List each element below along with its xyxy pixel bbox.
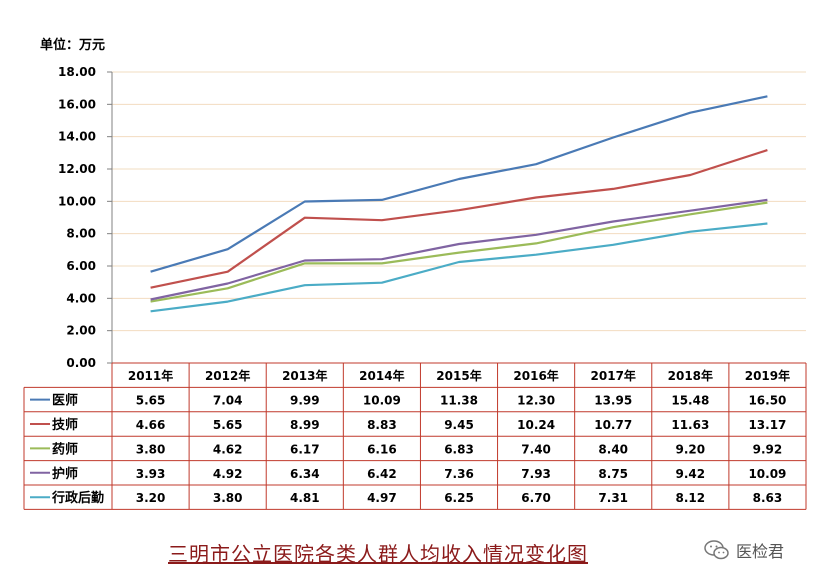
data-label: 6.42 — [367, 467, 397, 481]
data-label: 13.95 — [594, 394, 632, 408]
data-label: 10.09 — [363, 394, 401, 408]
y-tick-label: 14.00 — [58, 130, 96, 144]
x-category-label: 2019年 — [745, 368, 790, 383]
data-label: 4.62 — [213, 442, 243, 456]
unit-label: 单位：万元 — [40, 38, 106, 53]
data-label: 11.38 — [440, 394, 478, 408]
x-category-label: 2014年 — [359, 368, 404, 383]
y-tick-label: 2.00 — [66, 324, 96, 338]
data-label: 8.99 — [290, 418, 320, 432]
data-label: 3.93 — [136, 467, 166, 481]
data-label: 10.09 — [748, 467, 786, 481]
x-category-label: 2012年 — [205, 368, 250, 383]
series-line-0 — [150, 95, 768, 273]
y-tick-label: 8.00 — [66, 227, 96, 241]
data-label: 9.99 — [290, 394, 320, 408]
data-label: 15.48 — [671, 394, 709, 408]
data-label: 12.30 — [517, 394, 555, 408]
data-label: 16.50 — [748, 394, 786, 408]
data-label: 6.25 — [444, 491, 474, 505]
series-line-3 — [150, 198, 768, 301]
gridlines — [112, 71, 806, 332]
data-label: 4.66 — [136, 418, 166, 432]
data-label: 8.12 — [676, 491, 706, 505]
legend-label: 护师 — [52, 466, 78, 482]
x-category-label: 2011年 — [128, 368, 173, 383]
y-tick-label: 10.00 — [58, 194, 96, 208]
data-label: 4.81 — [290, 491, 320, 505]
data-label: 7.93 — [521, 467, 551, 481]
data-label: 9.45 — [444, 418, 474, 432]
data-label: 4.92 — [213, 467, 243, 481]
data-table: 2011年 2012年 2013年 2014年 2015年 2016年 2017年 2018年… — [23, 362, 807, 510]
data-label: 7.04 — [213, 394, 243, 408]
x-category-label: 2016年 — [513, 368, 558, 383]
data-label: 4.97 — [367, 491, 397, 505]
y-tick-label: 12.00 — [58, 162, 96, 176]
data-label: 3.20 — [136, 491, 166, 505]
data-label: 5.65 — [136, 394, 166, 408]
data-label: 9.20 — [676, 442, 706, 456]
data-label: 8.63 — [753, 491, 783, 505]
legend-label: 医师 — [52, 393, 78, 409]
data-label: 6.17 — [290, 442, 320, 456]
data-label: 3.80 — [213, 491, 243, 505]
legend-label: 药师 — [52, 441, 78, 457]
data-label: 6.34 — [290, 467, 320, 481]
series-lines — [150, 95, 768, 313]
data-label: 6.83 — [444, 442, 474, 456]
data-label: 9.92 — [753, 442, 783, 456]
y-tick-label: 0.00 — [66, 356, 96, 370]
watermark-text: 医检君 — [736, 542, 785, 561]
data-label: 7.31 — [598, 491, 628, 505]
legend-label: 行政后勤 — [51, 490, 104, 506]
data-label: 8.75 — [598, 467, 628, 481]
data-label: 6.16 — [367, 442, 397, 456]
data-label: 10.24 — [517, 418, 555, 432]
x-category-label: 2018年 — [668, 368, 713, 383]
y-tick-label: 16.00 — [58, 97, 96, 111]
data-label: 8.83 — [367, 418, 397, 432]
series-line-4 — [150, 222, 768, 313]
data-label: 5.65 — [213, 418, 243, 432]
data-label: 11.63 — [671, 418, 709, 432]
series-line-2 — [150, 201, 768, 303]
series-line-1 — [150, 149, 768, 289]
y-tick-label: 4.00 — [66, 291, 96, 305]
data-label: 13.17 — [748, 418, 786, 432]
x-category-label: 2015年 — [436, 368, 481, 383]
wechat-icon — [704, 540, 729, 560]
x-category-label: 2017年 — [591, 368, 636, 383]
data-label: 10.77 — [594, 418, 632, 432]
watermark: 医检君 — [704, 538, 784, 562]
data-label: 7.36 — [444, 467, 474, 481]
axes — [107, 71, 113, 364]
data-label: 6.70 — [521, 491, 551, 505]
y-tick-label: 6.00 — [66, 259, 96, 273]
x-category-label: 2013年 — [282, 368, 327, 383]
legend-label: 技师 — [52, 417, 78, 433]
chart-caption: 三明市公立医院各类人群人均收入情况变化图 — [168, 542, 588, 566]
data-label: 7.40 — [521, 442, 551, 456]
y-tick-label: 18.00 — [58, 65, 96, 79]
data-label: 9.42 — [676, 467, 706, 481]
data-label: 3.80 — [136, 442, 166, 456]
data-label: 8.40 — [598, 442, 628, 456]
y-tick-labels: 0.00 2.00 4.00 6.00 8.00 10.00 12.00 14.00 16.00… — [58, 65, 96, 370]
